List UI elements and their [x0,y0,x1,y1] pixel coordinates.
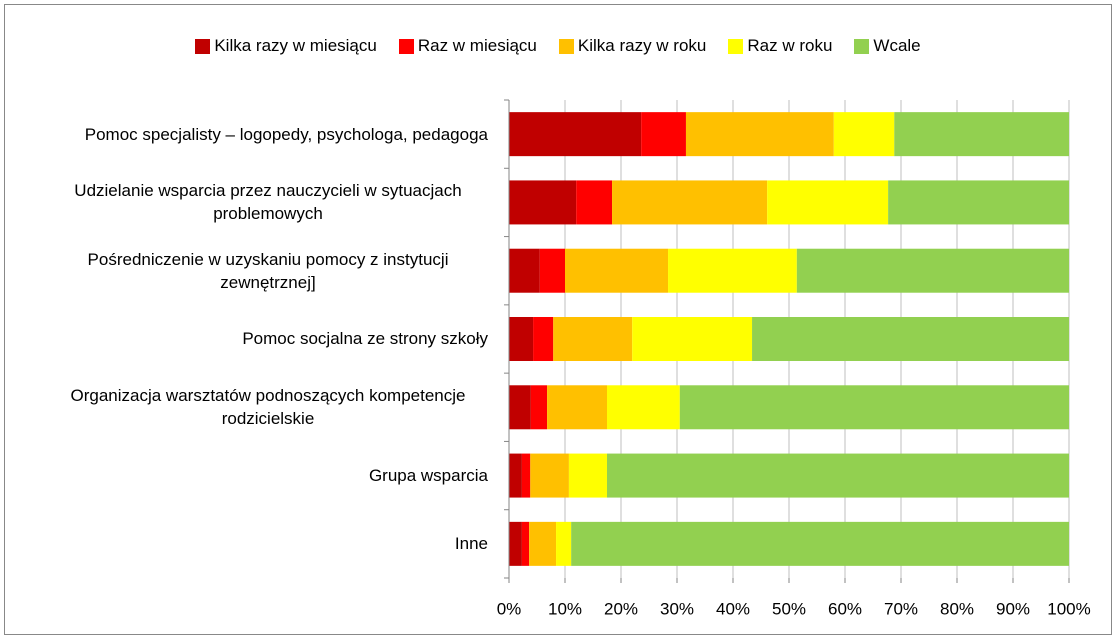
bar-segment [509,385,531,430]
bar-segment [509,453,522,498]
x-tick-label: 100% [1047,599,1090,618]
legend-label: Kilka razy w miesiącu [214,36,377,55]
category-label: Inne [10,510,488,578]
bar-segment [833,112,895,157]
x-tick-label: 50% [772,599,806,618]
x-tick-label: 40% [716,599,750,618]
legend-item: Raz w miesiącu [398,36,537,56]
bar-segment [530,385,548,430]
bar-segment [752,317,1069,361]
category-text: Grupa wsparcia [368,466,488,486]
bar-segment [539,248,565,293]
bar-segment [685,112,834,157]
category-label: Organizacja warsztatów podnoszących komp… [10,373,488,441]
legend-swatch [728,38,744,54]
category-text: Pomoc socjalna ze strony szkoły [242,329,488,349]
bar-segment [632,317,753,361]
bar-segment [571,521,1069,566]
bar-segment [888,180,1069,225]
category-text: Pośredniczenie w uzyskaniu pomocy z inst… [87,249,449,292]
legend-item: Kilka razy w miesiącu [195,36,377,56]
category-label: Pomoc specjalisty – logopedy, psychologa… [10,100,488,168]
legend-swatch [558,38,574,54]
bar-segment [679,385,1069,430]
bar-segment [767,180,889,225]
category-text: Pomoc specjalisty – logopedy, psychologa… [84,124,488,144]
legend-swatch [195,38,211,54]
legend-item: Raz w roku [728,36,832,56]
legend-label: Kilka razy w roku [577,36,707,55]
category-label: Grupa wsparcia [10,441,488,509]
bar-segment [556,521,572,566]
bar-segment [612,180,768,225]
x-tick-label: 80% [940,599,974,618]
bar-segment [641,112,686,157]
bar-segment [576,180,613,225]
x-tick-label: 10% [548,599,582,618]
x-tick-label: 0% [497,599,522,618]
legend-item: Kilka razy w roku [558,36,707,56]
legend-label: Raz w miesiącu [417,36,537,55]
bar-segment [521,453,531,498]
x-tick-label: 30% [660,599,694,618]
bar-segment [529,521,557,566]
bar-segment [509,248,540,293]
legend-swatch [398,38,414,54]
bar-segment [607,385,680,430]
category-label: Udzielanie wsparcia przez nauczycieli w … [10,168,488,236]
category-text: Udzielanie wsparcia przez nauczycieli w … [74,181,462,224]
bar-segment [547,385,607,430]
bar-segment [530,453,569,498]
bar-segment [533,317,554,361]
legend-label: Wcale [873,36,921,55]
bar-segment [796,248,1069,293]
bar-segment [565,248,669,293]
category-text: Organizacja warsztatów podnoszących komp… [70,386,466,429]
legend-swatch [854,38,870,54]
legend-item: Wcale [854,36,921,56]
bar-segment [553,317,633,361]
legend: Kilka razy w miesiącu Raz w miesiącu Kilka… [0,36,1116,56]
bar-segment [568,453,607,498]
x-tick-label: 60% [828,599,862,618]
bar-segment [607,453,1069,498]
category-label: Pośredniczenie w uzyskaniu pomocy z inst… [10,237,488,305]
bar-segment [509,180,577,225]
x-tick-label: 90% [996,599,1030,618]
legend-label: Raz w roku [747,36,833,55]
category-text: Inne [454,534,488,554]
bar-segment [509,521,522,566]
bar-segment [509,317,534,361]
bar-segment [894,112,1069,157]
x-tick-label: 20% [604,599,638,618]
bar-segment [668,248,797,293]
x-tick-label: 70% [884,599,918,618]
bar-segment [509,112,642,157]
category-label: Pomoc socjalna ze strony szkoły [10,305,488,373]
bar-segment [521,521,530,566]
